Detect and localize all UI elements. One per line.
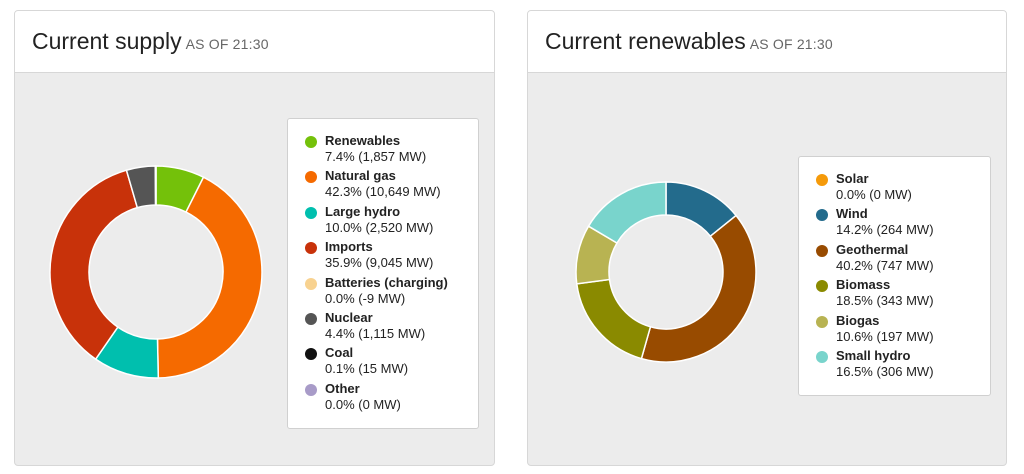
supply-slice-coal bbox=[154, 165, 157, 206]
renewables-donut-chart bbox=[575, 181, 757, 363]
renewables-title: Current renewables bbox=[545, 28, 746, 54]
renewables-legend-item-geothermal: Geothermal 40.2% (747 MW) bbox=[816, 242, 980, 277]
renewables-legend-value: 0.0% (0 MW) bbox=[836, 187, 912, 202]
supply-legend-name: Nuclear bbox=[325, 309, 373, 325]
supply-legend-swatch-coal bbox=[305, 348, 317, 361]
renewables-slice-geothermal bbox=[640, 214, 757, 363]
supply-legend-value: 35.9% (9,045 MW) bbox=[325, 255, 434, 271]
supply-legend-item-other: Other 0.0% (0 MW) bbox=[305, 381, 468, 416]
supply-legend-value: 4.4% (1,115 MW) bbox=[325, 325, 426, 341]
renewables-legend-swatch-biogas bbox=[816, 315, 828, 328]
renewables-legend-swatch-geothermal bbox=[816, 244, 828, 257]
supply-slice-imports bbox=[49, 169, 139, 361]
supply-legend-item-coal: Coal 0.1% (15 MW) bbox=[305, 345, 468, 380]
renewables-slice-small-hydro bbox=[587, 181, 667, 245]
renewables-slice-biomass bbox=[575, 278, 652, 360]
renewables-legend-name: Geothermal bbox=[836, 241, 909, 257]
supply-donut-chart bbox=[49, 165, 263, 379]
renewables-legend-swatch-small-hydro bbox=[816, 350, 828, 363]
supply-legend-name: Imports bbox=[325, 239, 373, 255]
renewables-legend-name: Solar bbox=[836, 171, 869, 186]
renewables-legend-item-wind: Wind 14.2% (264 MW) bbox=[816, 206, 980, 241]
supply-legend-swatch-batteries-charging bbox=[305, 277, 317, 290]
supply-legend-item-nuclear: Nuclear 4.4% (1,115 MW) bbox=[305, 310, 468, 345]
supply-legend-name: Large hydro bbox=[325, 203, 401, 219]
renewables-subtitle: AS OF 21:30 bbox=[749, 36, 833, 52]
renewables-legend-name: Biomass bbox=[836, 277, 891, 293]
supply-title: Current supply bbox=[32, 28, 182, 54]
supply-panel-header: Current supply AS OF 21:30 bbox=[15, 11, 494, 73]
supply-legend-value: 0.0% (0 MW) bbox=[325, 396, 401, 412]
supply-legend-value: 7.4% (1,857 MW) bbox=[325, 149, 427, 164]
supply-legend-name: Renewables bbox=[325, 133, 401, 148]
renewables-legend-name: Biogas bbox=[836, 312, 880, 328]
renewables-legend-item-solar: Solar 0.0% (0 MW) bbox=[816, 171, 980, 206]
supply-legend-item-large-hydro: Large hydro 10.0% (2,520 MW) bbox=[305, 204, 468, 239]
supply-legend-name: Other bbox=[325, 380, 360, 396]
renewables-legend-value: 18.5% (343 MW) bbox=[836, 293, 934, 309]
supply-panel: Current supply AS OF 21:30 Renewables 7.4%… bbox=[14, 10, 495, 466]
renewables-legend-name: Wind bbox=[836, 206, 868, 222]
renewables-legend: Solar 0.0% (0 MW) Wind 14.2% (264 MW) Geothe… bbox=[798, 156, 991, 396]
supply-legend-swatch-natural-gas bbox=[305, 171, 317, 184]
renewables-panel: Current renewables AS OF 21:30 Solar 0.0% … bbox=[527, 10, 1007, 466]
supply-legend-name: Batteries (charging) bbox=[325, 274, 448, 290]
renewables-legend-value: 16.5% (306 MW) bbox=[836, 363, 934, 379]
supply-legend-swatch-imports bbox=[305, 242, 317, 255]
renewables-legend-swatch-biomass bbox=[816, 280, 828, 293]
supply-legend-item-batteries-charging: Batteries (charging) 0.0% (-9 MW) bbox=[305, 275, 468, 310]
supply-slice-natural-gas bbox=[156, 176, 263, 379]
supply-legend-value: 10.0% (2,520 MW) bbox=[325, 219, 434, 235]
renewables-legend-value: 10.6% (197 MW) bbox=[836, 328, 934, 344]
supply-legend-name: Coal bbox=[325, 345, 354, 361]
supply-legend-swatch-large-hydro bbox=[305, 206, 317, 219]
renewables-legend-swatch-solar bbox=[816, 174, 828, 186]
supply-legend-item-natural-gas: Natural gas 42.3% (10,649 MW) bbox=[305, 168, 468, 203]
renewables-legend-swatch-wind bbox=[816, 209, 828, 222]
supply-legend-swatch-renewables bbox=[305, 136, 317, 148]
supply-legend-swatch-other bbox=[305, 383, 317, 396]
supply-subtitle: AS OF 21:30 bbox=[185, 36, 269, 52]
supply-legend-name: Natural gas bbox=[325, 168, 396, 184]
supply-legend-value: 42.3% (10,649 MW) bbox=[325, 184, 441, 200]
renewables-legend-item-biomass: Biomass 18.5% (343 MW) bbox=[816, 277, 980, 312]
supply-legend-item-imports: Imports 35.9% (9,045 MW) bbox=[305, 239, 468, 274]
renewables-legend-name: Small hydro bbox=[836, 347, 911, 363]
renewables-legend-value: 14.2% (264 MW) bbox=[836, 222, 934, 238]
supply-legend: Renewables 7.4% (1,857 MW) Natural gas 42.3… bbox=[287, 118, 479, 429]
supply-legend-value: 0.1% (15 MW) bbox=[325, 361, 409, 377]
renewables-legend-value: 40.2% (747 MW) bbox=[836, 257, 934, 273]
supply-legend-value: 0.0% (-9 MW) bbox=[325, 290, 406, 306]
renewables-panel-header: Current renewables AS OF 21:30 bbox=[528, 11, 1006, 73]
supply-legend-item-renewables: Renewables 7.4% (1,857 MW) bbox=[305, 133, 468, 168]
renewables-legend-item-biogas: Biogas 10.6% (197 MW) bbox=[816, 313, 980, 348]
supply-legend-swatch-nuclear bbox=[305, 312, 317, 325]
renewables-legend-item-small-hydro: Small hydro 16.5% (306 MW) bbox=[816, 348, 980, 383]
